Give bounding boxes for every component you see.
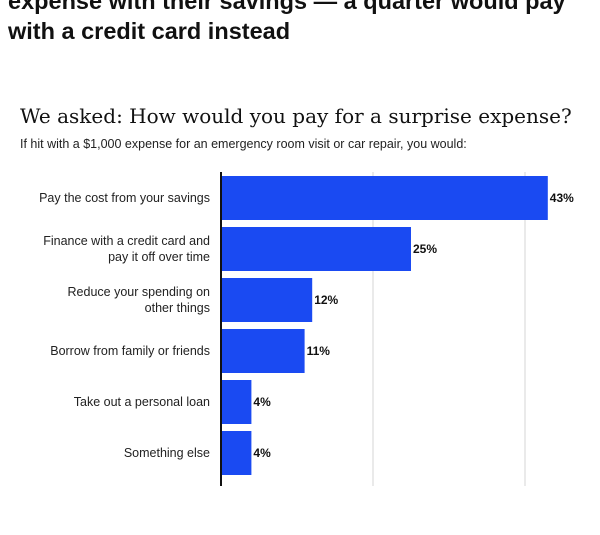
value-label: 4% xyxy=(253,395,271,409)
bar xyxy=(221,176,548,220)
category-label: Reduce your spending on other things xyxy=(68,285,211,315)
bar xyxy=(221,431,252,475)
chart-subtitle: If hit with a $1,000 expense for an emer… xyxy=(20,137,467,151)
headline-line-2: with a credit card instead xyxy=(8,18,291,44)
value-label: 11% xyxy=(307,344,331,358)
bar xyxy=(221,278,313,322)
value-label: 4% xyxy=(253,446,271,460)
category-label: Something else xyxy=(124,446,210,460)
category-label: Finance with a credit card and pay it off… xyxy=(43,234,210,264)
chart-title: We asked: How would you pay for a surpri… xyxy=(20,104,572,128)
value-label: 25% xyxy=(413,242,437,256)
bar xyxy=(221,227,411,271)
category-label: Take out a personal loan xyxy=(74,395,210,409)
headline: expense with their savings — a quarter w… xyxy=(8,0,598,46)
bar xyxy=(221,329,305,373)
bar xyxy=(221,380,252,424)
category-label: Borrow from family or friends xyxy=(50,344,210,358)
category-label: Pay the cost from your savings xyxy=(39,191,210,205)
value-label: 43% xyxy=(550,191,574,205)
value-label: 12% xyxy=(314,293,338,307)
headline-line-1: expense with their savings — a quarter w… xyxy=(8,0,566,14)
